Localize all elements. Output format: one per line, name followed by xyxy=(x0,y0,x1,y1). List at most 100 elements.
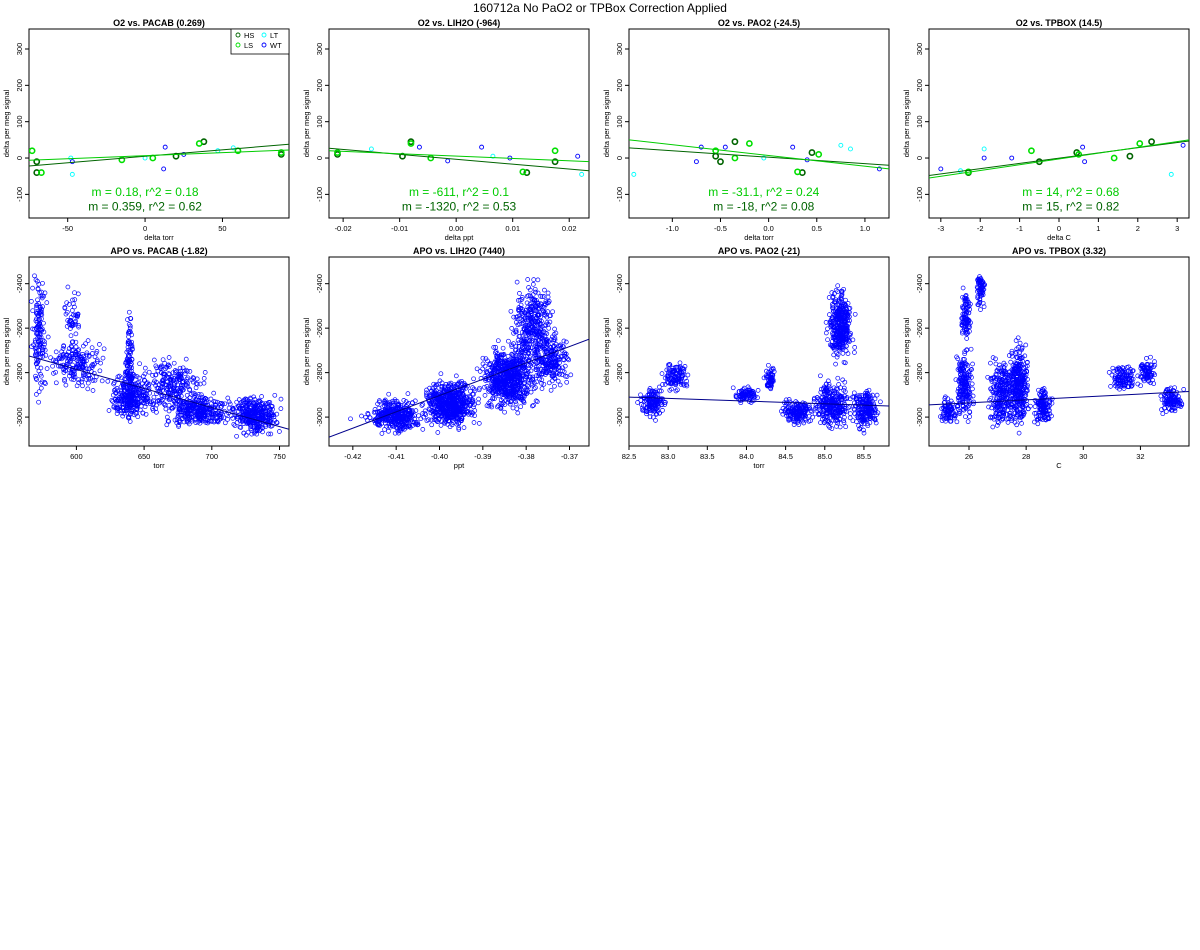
y-tick-label: 200 xyxy=(615,79,624,92)
data-point-apo xyxy=(461,383,467,389)
data-point-apo xyxy=(122,377,128,383)
data-point-apo xyxy=(166,383,172,389)
data-point-apo xyxy=(184,383,189,388)
data-point-apo xyxy=(531,386,537,392)
data-point-apo xyxy=(77,365,83,370)
data-point-apo xyxy=(201,376,207,381)
data-point-apo xyxy=(125,317,130,322)
data-point-apo xyxy=(673,388,679,394)
data-point-apo xyxy=(442,400,448,406)
data-point-apo xyxy=(826,384,832,390)
data-point-apo xyxy=(92,354,98,360)
y-tick-label: 0 xyxy=(315,156,324,160)
data-point-apo xyxy=(501,362,507,368)
data-point-apo xyxy=(30,308,36,314)
regression-annotation: m = -18, r^2 = 0.08 xyxy=(713,200,814,214)
x-tick-label: 0 xyxy=(1057,224,1061,233)
data-point-apo xyxy=(84,350,90,356)
data-point-apo xyxy=(164,414,170,420)
data-point-apo xyxy=(142,371,148,377)
data-point-apo xyxy=(248,420,254,426)
data-point-apo xyxy=(518,356,523,361)
x-tick-label: 0.00 xyxy=(449,224,464,233)
data-point-lt xyxy=(230,145,236,151)
data-point-apo xyxy=(524,315,530,321)
x-tick-label: -0.41 xyxy=(388,452,405,461)
data-point-apo xyxy=(435,400,440,406)
data-point-apo xyxy=(268,419,274,424)
data-point-apo xyxy=(544,337,550,342)
data-point-apo xyxy=(75,348,81,353)
data-point-apo xyxy=(38,385,44,391)
data-point-apo xyxy=(64,324,70,329)
data-point-apo xyxy=(161,371,167,377)
data-point-apo xyxy=(177,365,183,371)
data-point-apo xyxy=(533,338,539,344)
data-point-apo xyxy=(34,377,39,382)
plot-area xyxy=(329,277,589,438)
data-point-apo xyxy=(171,360,177,366)
data-point-apo xyxy=(482,363,488,369)
data-point-apo xyxy=(522,376,528,382)
data-point-apo xyxy=(523,389,529,395)
legend-label: LT xyxy=(270,31,279,40)
data-point-apo xyxy=(546,299,552,304)
data-point-apo xyxy=(191,404,196,410)
data-point-apo xyxy=(823,396,829,402)
data-point-apo xyxy=(515,349,521,355)
data-point-apo xyxy=(534,323,539,329)
data-point-apo xyxy=(79,365,85,371)
x-tick-label: -50 xyxy=(62,224,73,233)
plot-frame xyxy=(28,256,290,447)
regression-annotation: m = 0.18, r^2 = 0.18 xyxy=(92,185,199,199)
data-point-apo xyxy=(460,407,466,413)
data-point-apo xyxy=(121,387,127,393)
data-point-apo xyxy=(524,342,530,347)
data-point-apo xyxy=(544,360,549,366)
regression-annotation: m = 15, r^2 = 0.82 xyxy=(1022,200,1119,214)
data-point-apo xyxy=(184,403,190,409)
data-point-apo xyxy=(110,392,116,398)
data-point-apo xyxy=(506,389,511,395)
plot-frame xyxy=(628,28,890,219)
data-point-apo xyxy=(382,408,388,414)
data-point-apo xyxy=(536,372,542,378)
data-point-apo xyxy=(529,381,535,386)
y-tick-label: 0 xyxy=(915,156,924,160)
data-point-apo xyxy=(563,339,569,345)
data-point-apo xyxy=(484,384,490,389)
data-point-apo xyxy=(33,350,39,356)
data-point-apo xyxy=(538,301,544,307)
data-point-apo xyxy=(141,377,147,383)
data-point-apo xyxy=(484,403,490,409)
data-point-apo xyxy=(194,405,200,411)
data-point-apo xyxy=(551,358,557,364)
data-point-apo xyxy=(517,333,523,339)
data-point-apo xyxy=(64,309,70,315)
data-point-apo xyxy=(818,420,823,425)
data-point-apo xyxy=(842,415,847,420)
data-point-apo xyxy=(191,375,197,381)
data-point-apo xyxy=(392,397,398,403)
data-point-apo xyxy=(65,318,71,323)
data-point-apo xyxy=(69,370,74,375)
data-point-apo xyxy=(225,417,230,422)
data-point-apo xyxy=(508,370,514,376)
data-point-apo xyxy=(184,392,190,398)
data-point-apo xyxy=(528,368,534,374)
data-point-apo xyxy=(114,411,120,416)
data-point-apo xyxy=(246,407,251,412)
data-point-apo xyxy=(40,353,46,359)
data-point-apo xyxy=(461,425,467,430)
data-point-apo xyxy=(539,381,544,386)
data-point-apo xyxy=(785,410,790,416)
data-point-apo xyxy=(32,273,37,279)
data-point-apo xyxy=(164,385,169,391)
data-point-apo xyxy=(50,363,55,369)
data-point-apo xyxy=(111,403,117,409)
data-point-apo xyxy=(255,399,261,404)
data-point-apo xyxy=(89,345,95,351)
data-point-apo xyxy=(34,392,39,397)
data-point-apo xyxy=(793,399,799,404)
data-point-apo xyxy=(539,294,545,299)
